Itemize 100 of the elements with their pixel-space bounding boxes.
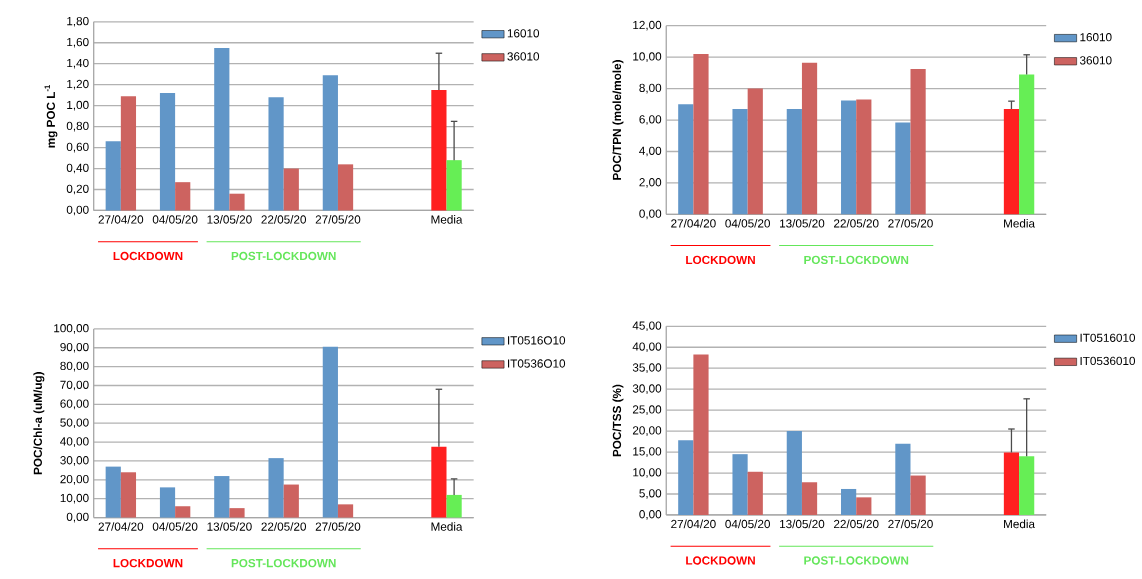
y-tick-label: 0,00: [66, 205, 89, 216]
bar: [229, 508, 245, 518]
x-tick-label: 27/04/20: [98, 522, 144, 531]
text: POST-LOCKDOWN: [231, 559, 336, 568]
text: POST-LOCKDOWN: [231, 252, 336, 261]
bar: [1003, 109, 1020, 215]
legend-label: IT0516O10: [508, 336, 566, 345]
bar: [159, 487, 176, 518]
y-tick-label: 90,00: [60, 343, 89, 353]
bar: [322, 75, 338, 211]
bar: [732, 109, 748, 215]
text: POST-LOCKDOWN: [804, 556, 909, 565]
x-tick-label: Media: [431, 522, 463, 531]
bar: [120, 96, 137, 211]
y-tick-label: 30,00: [60, 456, 89, 466]
bar: [431, 446, 447, 518]
legend-label: IT0536010: [1080, 356, 1136, 366]
text: LOCKDOWN: [686, 255, 755, 265]
bar: [268, 97, 284, 211]
x-tick-label: 22/05/20: [261, 522, 307, 531]
bar: [1019, 74, 1035, 215]
x-tick-label: 27/05/20: [888, 219, 933, 228]
y-tick-label: 60,00: [60, 399, 89, 410]
x-tick-label: 04/05/20: [725, 519, 770, 529]
bar: [895, 443, 911, 516]
legend-label: 36010: [1079, 56, 1112, 65]
text: POST-LOCKDOWN: [804, 255, 909, 265]
y-axis-title: POC/TPN (mole/mole): [612, 60, 624, 180]
y-tick-label: 50,00: [60, 418, 89, 429]
y-axis-title: POC/Chl-a (uM/ug): [33, 372, 45, 475]
y-tick-label: 0,80: [66, 121, 89, 132]
bar: [678, 104, 694, 215]
y-tick-label: 6,00: [639, 115, 662, 126]
text: LOCKDOWN: [686, 556, 755, 565]
y-tick-label: 40,00: [60, 437, 89, 448]
x-tick-label: 27/05/20: [315, 522, 361, 531]
bar: [105, 466, 121, 518]
bar: [105, 141, 121, 211]
bar: [786, 431, 802, 516]
x-tick-label: 13/05/20: [207, 522, 252, 531]
y-tick-label: 0,20: [66, 184, 89, 195]
x-tick-label: 22/05/20: [834, 519, 879, 529]
legend-label: IT0536O10: [508, 359, 566, 368]
bar: [910, 475, 926, 516]
y-tick-label: 0,60: [66, 142, 89, 153]
bar: [747, 471, 763, 516]
x-tick-label: 27/05/20: [888, 519, 933, 529]
y-tick-label: 30,00: [632, 384, 662, 395]
bar: [856, 99, 872, 215]
bar: [337, 164, 354, 211]
bar: [337, 504, 354, 518]
bar: [446, 160, 462, 211]
legend-label: 16010: [507, 29, 540, 38]
x-tick-label: 04/05/20: [725, 219, 770, 228]
bar: [732, 454, 748, 516]
y-tick-label: 70,00: [60, 380, 89, 391]
x-tick-label: 04/05/20: [152, 522, 198, 531]
y-tick-label: 0,00: [639, 209, 662, 220]
y-tick-label: 8,00: [639, 83, 662, 94]
y-tick-label: 5,00: [639, 489, 662, 499]
bar: [175, 182, 191, 211]
x-tick-label: 22/05/20: [834, 219, 879, 228]
y-tick-label: 10,00: [60, 493, 89, 504]
bar: [801, 62, 818, 215]
x-tick-label: 13/05/20: [780, 219, 825, 228]
y-tick-label: 35,00: [632, 363, 662, 374]
x-tick-label: Media: [1004, 519, 1035, 529]
bar: [431, 90, 447, 211]
x-tick-label: 27/04/20: [671, 219, 716, 228]
bar: [841, 100, 857, 215]
bar: [678, 440, 694, 516]
y-tick-label: 0,00: [639, 510, 662, 520]
bar: [910, 69, 926, 215]
y-tick-label: 25,00: [632, 405, 662, 416]
text: LOCKDOWN: [113, 252, 183, 261]
text: LOCKDOWN: [113, 559, 183, 568]
bar: [747, 88, 763, 215]
x-tick-label: Media: [1004, 219, 1035, 228]
y-tick-label: 1,60: [67, 38, 89, 48]
y-tick-label: 0,40: [66, 163, 89, 174]
x-tick-label: 22/05/20: [261, 215, 307, 224]
x-tick-label: 27/04/20: [98, 215, 144, 224]
y-tick-label: 2,00: [639, 178, 662, 188]
bar: [229, 193, 245, 211]
bar: [322, 346, 338, 518]
bar: [895, 122, 911, 215]
y-tick-label: 12,00: [633, 20, 662, 31]
x-tick-label: 13/05/20: [207, 215, 252, 224]
x-tick-label: Media: [431, 215, 463, 224]
y-tick-label: 1,80: [67, 17, 89, 27]
x-tick-label: 04/05/20: [152, 215, 198, 224]
legend-label: IT0516010: [1080, 333, 1136, 343]
y-tick-label: 1,00: [67, 100, 89, 111]
bar: [283, 168, 299, 211]
y-tick-label: 1,20: [67, 79, 89, 90]
legend-label: 36010: [507, 52, 540, 61]
bar: [801, 482, 818, 516]
bar: [693, 54, 709, 215]
y-tick-label: 45,00: [632, 321, 662, 332]
y-tick-label: 15,00: [633, 447, 662, 458]
